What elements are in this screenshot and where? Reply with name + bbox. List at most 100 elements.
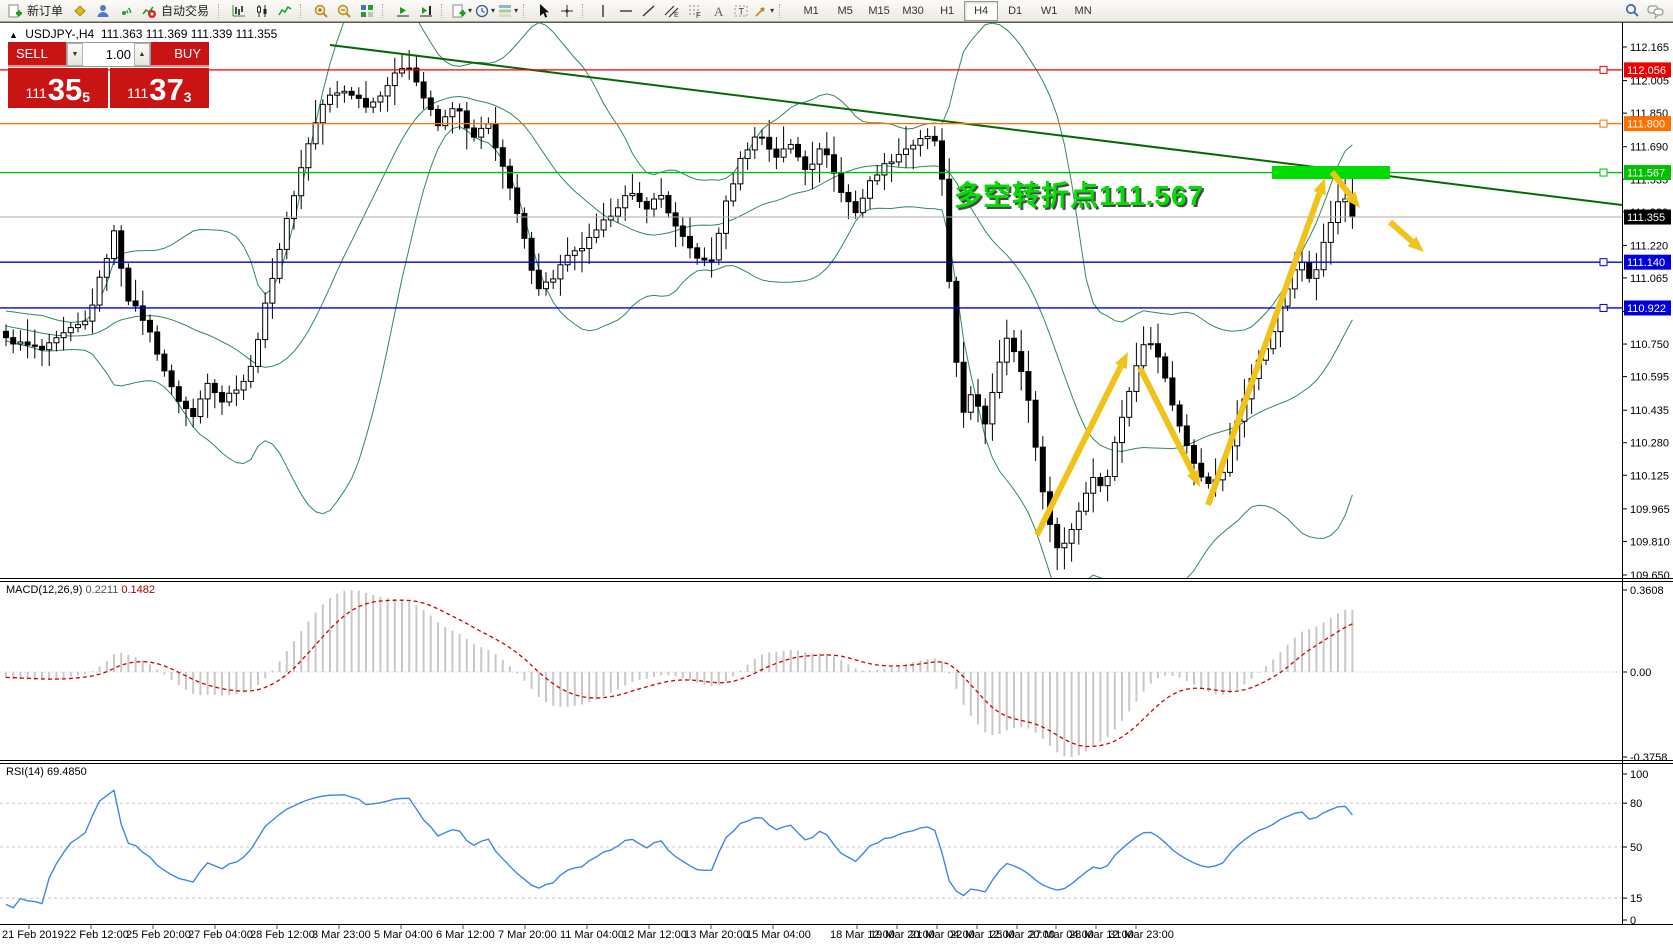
svg-text:-0.3758: -0.3758 <box>1630 752 1667 764</box>
svg-text:110.750: 110.750 <box>1630 339 1669 351</box>
buy-price-big: 37 <box>149 72 184 107</box>
arrow-head <box>1345 191 1360 208</box>
text-label-icon[interactable]: T <box>730 1 751 20</box>
templates-icon[interactable]: ▾ <box>497 1 518 20</box>
line-chart-icon[interactable] <box>274 1 295 20</box>
buy-button[interactable]: BUY <box>151 42 209 67</box>
toolbar-right-group <box>1621 1 1667 20</box>
toolbar-separator <box>779 3 784 18</box>
market-watch-icon[interactable] <box>69 1 90 20</box>
cursor-icon[interactable] <box>533 1 554 20</box>
chat-icon[interactable] <box>1645 1 1666 20</box>
line-handle[interactable] <box>1599 65 1608 74</box>
resistance-highlight-box[interactable] <box>1272 166 1390 179</box>
macd-signal-line <box>5 599 1353 748</box>
arrows-objects-icon[interactable]: ▾ <box>753 1 774 20</box>
buy-price-prefix: 111 <box>126 85 149 101</box>
chart-shift-icon[interactable] <box>415 1 436 20</box>
trend-arrow[interactable] <box>1034 364 1124 537</box>
timeframe-m5-button[interactable]: M5 <box>837 4 853 17</box>
macd-panel <box>0 590 1622 757</box>
line-handle[interactable] <box>1599 303 1608 312</box>
auto-trading-icon[interactable] <box>138 1 159 20</box>
auto-scroll-icon[interactable] <box>392 1 413 20</box>
arrow-head <box>1313 178 1326 196</box>
timeframe-m30-button[interactable]: M30 <box>902 4 924 17</box>
zoom-out-icon[interactable] <box>333 1 354 20</box>
trend-arrow[interactable] <box>1137 366 1196 475</box>
trendline-icon[interactable] <box>638 1 659 20</box>
line-handle[interactable] <box>1599 258 1608 267</box>
timeframe-m1-button[interactable]: M1 <box>803 4 819 17</box>
volume-increase-button[interactable]: ▲ <box>134 43 150 66</box>
sell-button[interactable]: SELL <box>8 42 66 67</box>
macd-signal-value: 0.1482 <box>121 584 156 596</box>
sell-price[interactable]: 111 35 5 <box>8 68 108 108</box>
macd-name: MACD(12,26,9) <box>6 584 83 596</box>
macd-indicator-label: MACD(12,26,9) 0.2211 0.1482 <box>6 584 155 596</box>
trend-arrow[interactable] <box>1205 192 1323 507</box>
timeframe-w1-button[interactable]: W1 <box>1040 4 1058 17</box>
svg-text:109.965: 109.965 <box>1630 504 1670 516</box>
indicators-icon[interactable]: ▾ <box>451 1 472 20</box>
timeframe-toolbar: M1 M5 M15 M30 H1 H4 D1 W1 MN <box>794 0 1100 21</box>
collapse-arrow-icon[interactable]: ▲ <box>9 30 18 40</box>
svg-text:111.220: 111.220 <box>1630 240 1668 252</box>
price-badge-110.922 <box>1624 300 1671 316</box>
descending-trendline[interactable] <box>329 44 1622 206</box>
crosshair-icon[interactable] <box>556 1 577 20</box>
equidistant-channel-icon[interactable]: E <box>661 1 682 20</box>
volume-input[interactable] <box>83 43 134 66</box>
line-handle[interactable] <box>1599 168 1608 177</box>
svg-text:15: 15 <box>1630 893 1642 905</box>
svg-text:111.140: 111.140 <box>1627 257 1665 269</box>
drawn-arrows-layer[interactable] <box>1034 170 1424 537</box>
rsi-panel <box>0 789 1622 909</box>
sell-price-big: 35 <box>47 72 83 107</box>
price-badge-111.800 <box>1624 116 1671 132</box>
toolbar-separator <box>441 3 446 18</box>
svg-text:21 Mar 04:00: 21 Mar 04:00 <box>910 929 975 941</box>
rsi-name: RSI(14) <box>6 766 44 778</box>
search-icon[interactable] <box>1622 1 1643 20</box>
timeframe-h4-button[interactable]: H4 <box>964 0 999 21</box>
buy-price[interactable]: 111 37 3 <box>109 68 209 108</box>
zoom-in-icon[interactable] <box>310 1 331 20</box>
bar-chart-icon[interactable] <box>228 1 249 20</box>
price-badge-111.140 <box>1624 254 1671 270</box>
sell-label: SELL <box>16 46 48 61</box>
navigator-icon[interactable] <box>92 1 113 20</box>
timeframe-h1-button[interactable]: H1 <box>940 4 955 17</box>
svg-text:110.922: 110.922 <box>1627 303 1666 315</box>
new-order-icon[interactable] <box>4 1 25 20</box>
svg-text:6 Mar 12:00: 6 Mar 12:00 <box>436 929 495 941</box>
horizontal-line-icon[interactable] <box>615 1 636 20</box>
signals-icon[interactable] <box>115 1 136 20</box>
trend-arrow[interactable] <box>1329 170 1353 198</box>
text-icon[interactable]: A <box>707 1 728 20</box>
price-axis[interactable]: 112.165112.005111.850111.690111.535111.3… <box>1622 42 1671 927</box>
main-chart-panel <box>0 22 1622 578</box>
timeframe-d1-button[interactable]: D1 <box>1008 4 1023 17</box>
volume-decrease-button[interactable]: ▼ <box>67 43 83 66</box>
svg-text:25 Mar 20:00: 25 Mar 20:00 <box>990 929 1055 941</box>
auto-trading-button[interactable]: 自动交易 <box>161 4 210 18</box>
fibonacci-icon[interactable]: F <box>684 1 705 20</box>
svg-text:111.355: 111.355 <box>1627 212 1665 224</box>
svg-text:0.3608: 0.3608 <box>1630 585 1664 597</box>
svg-text:112.165: 112.165 <box>1630 42 1669 54</box>
candlestick-chart-icon[interactable] <box>251 1 272 20</box>
trend-arrow[interactable] <box>1388 219 1414 244</box>
line-handle[interactable] <box>1599 119 1608 128</box>
vertical-line-icon[interactable] <box>592 1 613 20</box>
timeframe-m15-button[interactable]: M15 <box>868 4 890 17</box>
new-order-button[interactable]: 新订单 <box>27 4 64 18</box>
tile-windows-icon[interactable] <box>356 1 377 20</box>
timeframe-mn-button[interactable]: MN <box>1074 4 1092 17</box>
svg-text:13 Mar 20:00: 13 Mar 20:00 <box>684 929 749 941</box>
toolbar-separator <box>300 3 305 18</box>
periods-icon[interactable]: ▾ <box>474 1 495 20</box>
